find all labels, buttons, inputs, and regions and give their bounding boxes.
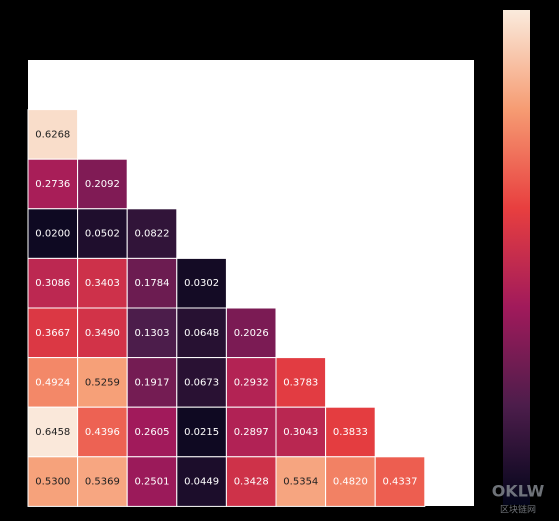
- cell-label: 0.5354: [283, 477, 318, 488]
- cell-label: 0.2092: [85, 179, 120, 190]
- colorbar: [503, 10, 530, 505]
- cell-label: 0.2026: [234, 328, 269, 339]
- cell-label: 0.3667: [35, 328, 70, 339]
- heatmap-cell: [126, 357, 178, 408]
- cell-label: 0.3783: [283, 377, 318, 388]
- cell-label: 0.4820: [333, 477, 368, 488]
- cell-label: 0.5259: [85, 377, 120, 388]
- cell-label: 0.4396: [85, 427, 120, 438]
- heatmap-cell: [275, 406, 327, 458]
- cell-label: 0.6268: [35, 129, 70, 140]
- heatmap-cell: [77, 158, 128, 210]
- heatmap-cell: [275, 357, 327, 408]
- heatmap-cell: [176, 307, 227, 359]
- cell-label: 0.3833: [333, 427, 368, 438]
- cell-label: 0.2897: [234, 427, 269, 438]
- watermark: 区块链网: [500, 504, 536, 516]
- heatmap-cell: [27, 208, 79, 259]
- heatmap-cell: [225, 456, 277, 507]
- cell-label: 0.3043: [283, 427, 318, 438]
- cell-label: 0.0302: [184, 278, 219, 289]
- cell-label: 0.0449: [184, 477, 219, 488]
- heatmap-cell: [325, 456, 376, 507]
- cell-label: 0.0673: [184, 377, 219, 388]
- cell-label: 0.0822: [135, 229, 170, 240]
- heatmap-cell: [77, 456, 128, 507]
- heatmap-cell: [176, 456, 227, 507]
- heatmap-cell: [126, 456, 178, 507]
- heatmap-cell: [225, 406, 277, 458]
- cell-label: 0.2501: [135, 477, 170, 488]
- cell-label: 0.3403: [85, 278, 120, 289]
- cell-label: 0.2605: [135, 427, 170, 438]
- cell-label: 0.2736: [35, 179, 70, 190]
- cell-label: 0.4924: [35, 377, 70, 388]
- cell-label: 0.3428: [234, 477, 269, 488]
- cell-label: 0.3490: [85, 328, 120, 339]
- heatmap-cell: [126, 307, 178, 359]
- cell-label: 0.6458: [35, 427, 70, 438]
- heatmap-cell: [126, 406, 178, 458]
- heatmap-cell: [77, 406, 128, 458]
- cell-label: 0.1917: [135, 377, 170, 388]
- cell-label: 0.2932: [234, 377, 269, 388]
- cell-label: 0.1303: [135, 328, 170, 339]
- cell-label: 0.1784: [135, 278, 170, 289]
- heatmap-cell: [126, 208, 178, 259]
- cell-label: 0.5369: [85, 477, 120, 488]
- heatmap-cell: [77, 307, 128, 359]
- watermark: OKLW: [492, 482, 545, 501]
- heatmap-cell: [176, 257, 227, 309]
- heatmap-cell: [27, 456, 79, 507]
- cell-label: 0.4337: [383, 477, 418, 488]
- heatmap-cell: [374, 456, 426, 507]
- cell-label: 0.0200: [35, 229, 70, 240]
- cell-label: 0.3086: [35, 278, 70, 289]
- cell-label: 0.0215: [184, 427, 219, 438]
- heatmap-cell: [77, 357, 128, 408]
- heatmap-cell: [77, 257, 128, 309]
- heatmap-cell: [27, 307, 79, 359]
- heatmap-cell: [77, 208, 128, 259]
- heatmap-cell: [225, 307, 277, 359]
- cell-label: 0.5300: [35, 477, 70, 488]
- cell-label: 0.0502: [85, 229, 120, 240]
- heatmap-cell: [325, 406, 376, 458]
- heatmap-cell: [27, 257, 79, 309]
- cell-label: 0.0648: [184, 328, 219, 339]
